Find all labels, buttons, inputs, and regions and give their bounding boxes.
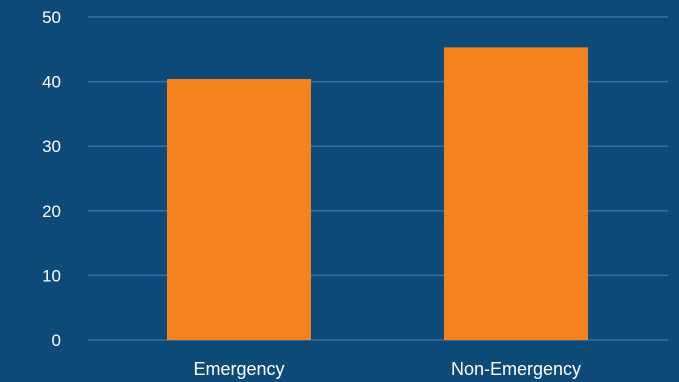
y-tick-label: 30 — [42, 137, 61, 156]
y-axis-ticks: 0 10 20 30 40 50 — [42, 8, 61, 350]
y-tick-label: 50 — [42, 8, 61, 27]
bar-non-emergency — [444, 47, 588, 340]
y-tick-label: 10 — [42, 266, 61, 285]
y-tick-label: 20 — [42, 202, 61, 221]
x-axis-categories: Emergency Non-Emergency — [193, 359, 581, 379]
x-category-label: Emergency — [193, 359, 284, 379]
bar-emergency — [167, 79, 311, 341]
bars — [167, 47, 588, 341]
y-tick-label: 40 — [42, 73, 61, 92]
x-category-label: Non-Emergency — [451, 359, 581, 379]
y-tick-label: 0 — [52, 331, 61, 350]
